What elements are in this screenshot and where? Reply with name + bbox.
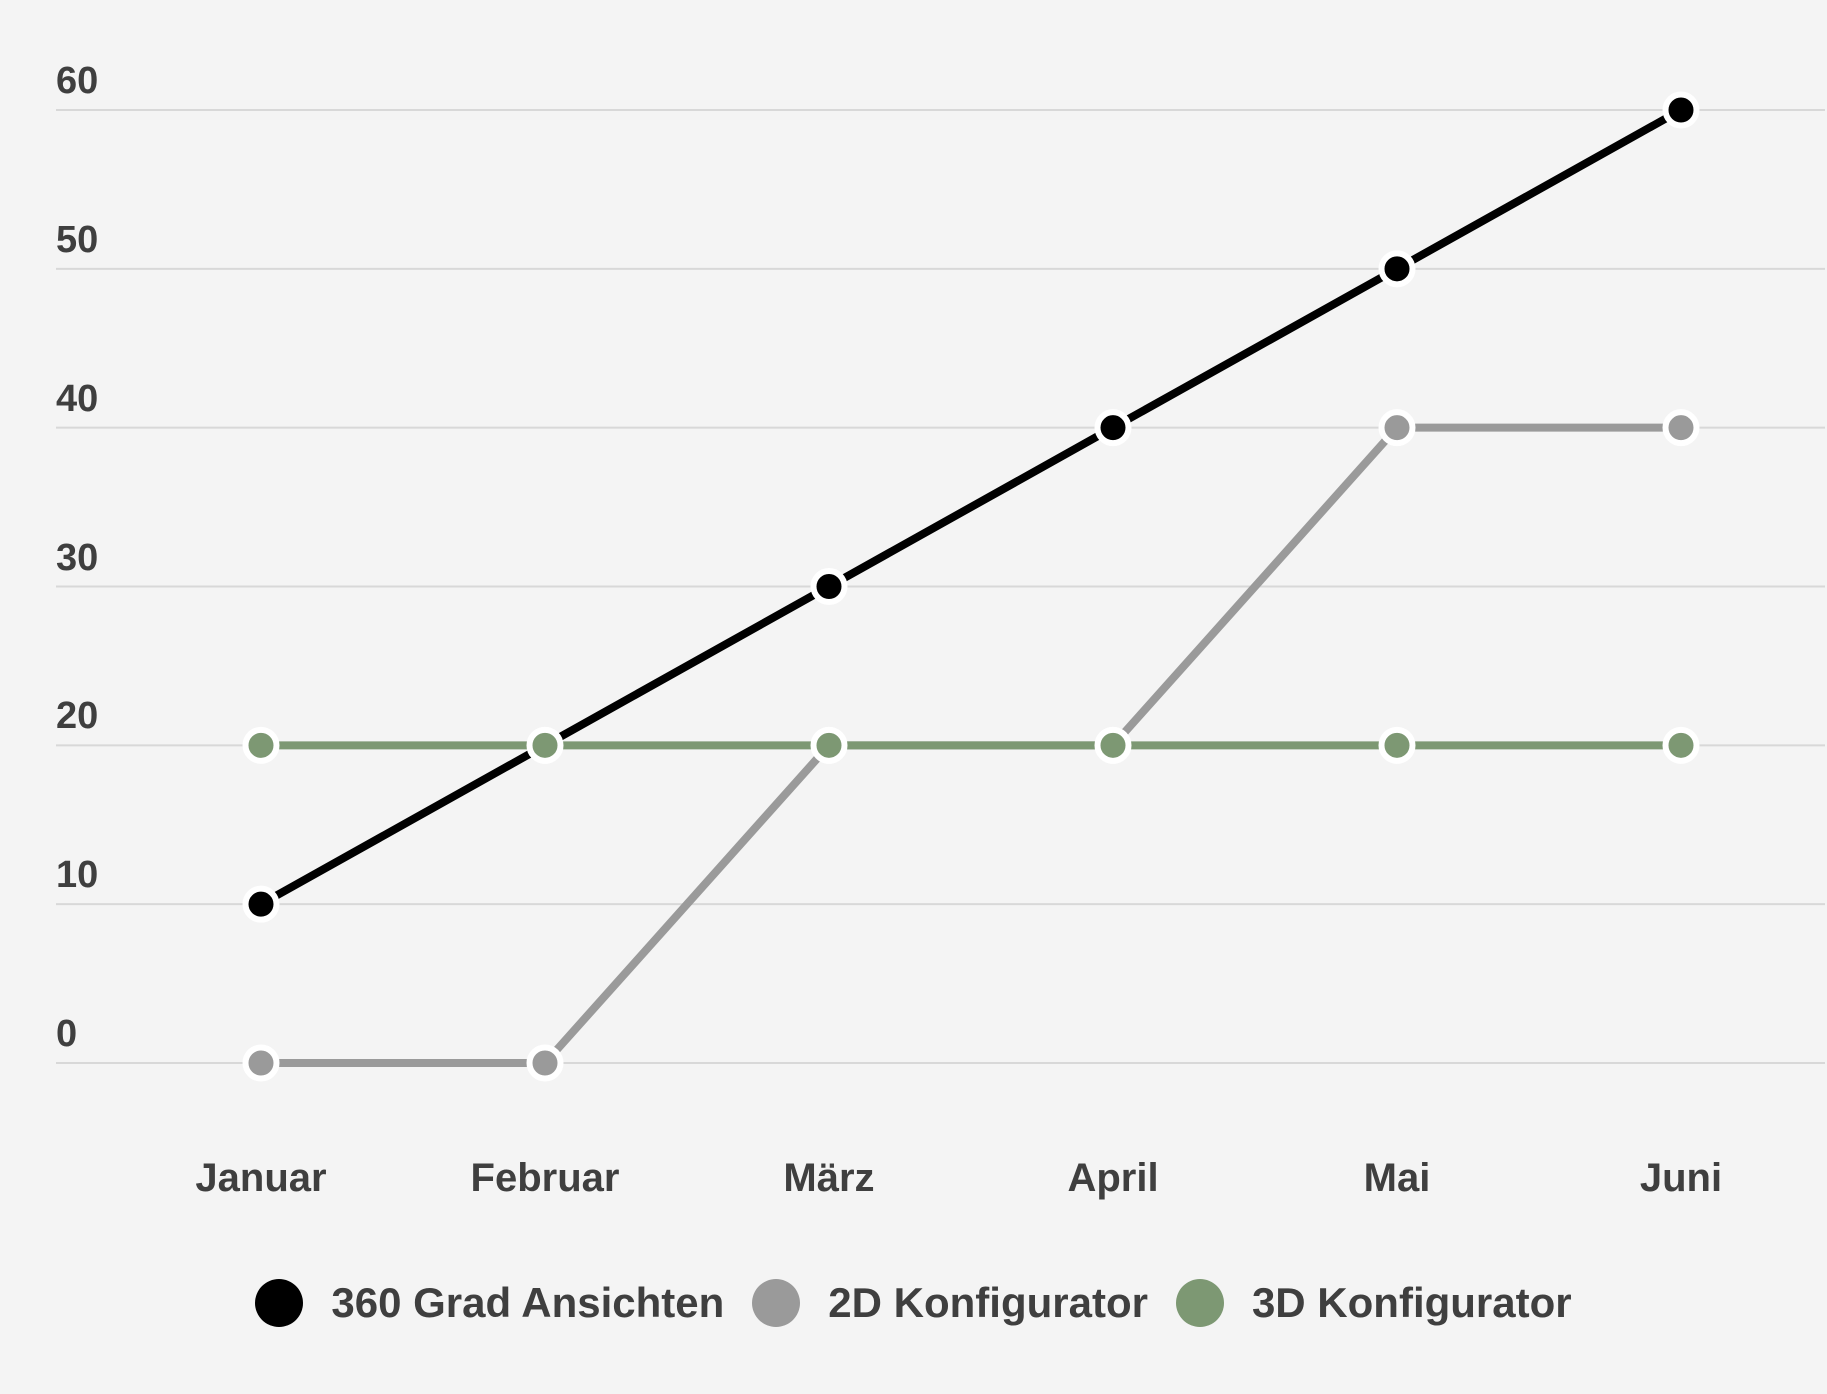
data-point-2d-konfigurator[interactable] bbox=[1378, 409, 1416, 447]
y-axis-label: 20 bbox=[56, 695, 99, 738]
data-point-360-grad-ansichten[interactable] bbox=[810, 568, 848, 605]
legend: 360 Grad Ansichten 2D Konfigurator 3D Ko… bbox=[0, 1279, 1827, 1327]
data-point-2d-konfigurator[interactable] bbox=[1662, 409, 1700, 447]
y-axis-label: 40 bbox=[56, 377, 99, 420]
data-point-360-grad-ansichten[interactable] bbox=[242, 885, 280, 923]
data-point-3d-konfigurator[interactable] bbox=[242, 726, 280, 764]
legend-dot-3d-konfigurator bbox=[1175, 1279, 1224, 1327]
legend-item-3d-konfigurator: 3D Konfigurator bbox=[1175, 1279, 1572, 1327]
y-axis-label: 0 bbox=[56, 1013, 78, 1055]
data-point-3d-konfigurator[interactable] bbox=[1662, 726, 1700, 764]
legend-label: 2D Konfigurator bbox=[828, 1279, 1148, 1326]
x-axis-label: Juni bbox=[1639, 1156, 1723, 1200]
data-point-3d-konfigurator[interactable] bbox=[1378, 726, 1416, 764]
x-axis-label: März bbox=[783, 1156, 875, 1200]
x-axis-label: Februar bbox=[470, 1156, 620, 1200]
legend-item-2d-konfigurator: 2D Konfigurator bbox=[752, 1279, 1148, 1327]
series-line-360-grad-ansichten bbox=[257, 106, 1685, 909]
data-point-3d-konfigurator[interactable] bbox=[810, 726, 848, 764]
x-axis-label: April bbox=[1067, 1156, 1159, 1200]
data-point-360-grad-ansichten[interactable] bbox=[1378, 250, 1416, 288]
legend-dot-2d-konfigurator bbox=[752, 1279, 801, 1327]
y-axis-label: 60 bbox=[56, 60, 99, 102]
data-point-2d-konfigurator[interactable] bbox=[526, 1044, 564, 1082]
legend-label: 360 Grad Ansichten bbox=[331, 1279, 725, 1326]
data-point-2d-konfigurator[interactable] bbox=[242, 1044, 280, 1082]
y-axis-label: 10 bbox=[56, 854, 99, 897]
data-point-360-grad-ansichten[interactable] bbox=[1094, 409, 1132, 447]
y-axis-label: 50 bbox=[56, 218, 99, 261]
legend-dot-360-grad-ansichten bbox=[255, 1279, 304, 1327]
data-point-3d-konfigurator[interactable] bbox=[1094, 726, 1132, 764]
x-axis-label: Mai bbox=[1363, 1156, 1431, 1200]
x-axis-label: Januar bbox=[195, 1156, 327, 1200]
y-axis-label: 30 bbox=[56, 536, 99, 579]
legend-item-360-grad-ansichten: 360 Grad Ansichten bbox=[255, 1279, 724, 1327]
legend-label: 3D Konfigurator bbox=[1251, 1279, 1572, 1326]
data-point-3d-konfigurator[interactable] bbox=[526, 726, 564, 764]
data-point-360-grad-ansichten[interactable] bbox=[1662, 91, 1700, 129]
